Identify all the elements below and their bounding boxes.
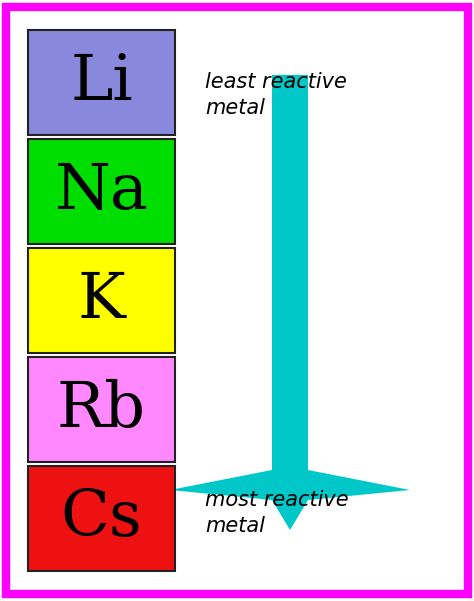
Text: most reactive
metal: most reactive metal: [205, 490, 348, 537]
Bar: [28, 466, 175, 571]
Polygon shape: [170, 470, 410, 530]
Bar: [28, 248, 175, 353]
Bar: [28, 139, 175, 244]
Bar: [28, 30, 175, 135]
Text: Na: Na: [55, 161, 148, 222]
Text: Li: Li: [70, 52, 133, 113]
Bar: [28, 357, 175, 462]
Text: Rb: Rb: [57, 379, 146, 440]
Bar: [272, 75, 308, 470]
Text: Cs: Cs: [61, 488, 142, 549]
Text: least reactive
metal: least reactive metal: [205, 72, 347, 118]
Text: K: K: [78, 270, 126, 331]
